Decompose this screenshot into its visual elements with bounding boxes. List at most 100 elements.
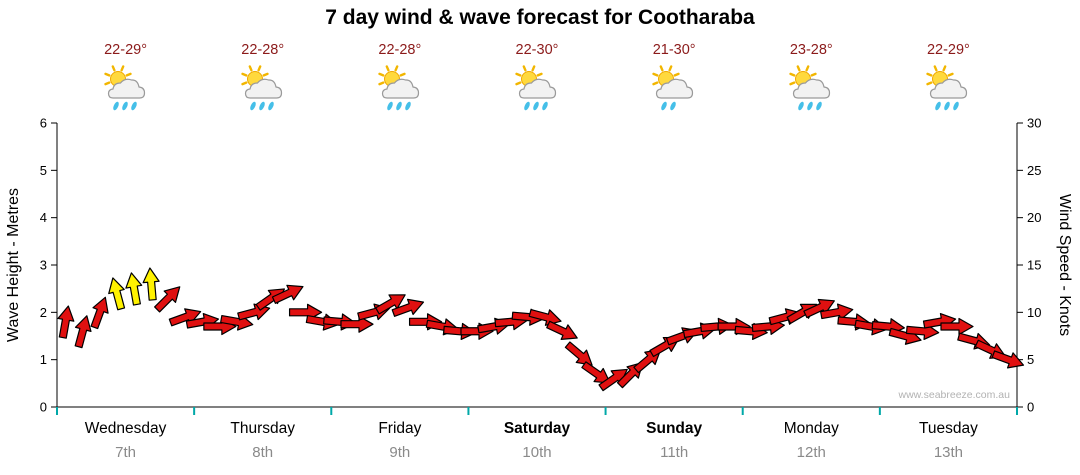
raindrop-icon: [387, 101, 393, 111]
left-tick-label: 4: [40, 210, 47, 225]
wind-arrow: [940, 317, 974, 336]
right-tick-label: 15: [1027, 258, 1041, 273]
weather-icon: [789, 65, 831, 111]
temperature-range: 22-29°: [926, 42, 970, 58]
right-tick-label: 20: [1027, 210, 1041, 225]
temperature-range: 23-28°: [789, 42, 833, 58]
sun-ray: [515, 72, 522, 77]
weather-icon: [378, 65, 419, 111]
sun-ray: [789, 72, 796, 77]
weather-icon: [103, 65, 145, 111]
temperature-range: 21-30°: [652, 42, 696, 58]
left-tick-label: 5: [40, 163, 47, 178]
raindrop-icon: [258, 101, 265, 111]
sun-ray: [394, 65, 399, 72]
sun-ray: [810, 72, 817, 77]
cloud-icon: [381, 78, 419, 99]
chart-title: 7 day wind & wave forecast for Cootharab…: [325, 6, 755, 29]
wind-arrow: [125, 272, 143, 306]
left-axis-label: Wave Height - Metres: [5, 187, 22, 343]
sun-ray: [659, 65, 664, 72]
raindrop-icon: [533, 101, 539, 111]
raindrop-icon: [953, 101, 960, 111]
temperature-range: 22-30°: [515, 42, 559, 58]
day-label: Monday: [784, 420, 839, 437]
sun-ray: [947, 72, 955, 77]
sun-ray: [125, 72, 132, 77]
wind-arrow: [90, 296, 109, 330]
sun-ray: [515, 81, 522, 86]
raindrop-icon: [396, 101, 402, 111]
raindrop-icon: [935, 101, 942, 111]
raindrop-icon: [130, 101, 137, 111]
sun-ray: [536, 72, 543, 77]
sun-ray: [119, 65, 124, 72]
cloud-icon: [244, 78, 282, 99]
left-tick-label: 3: [40, 258, 47, 273]
sun-ray: [789, 81, 796, 86]
sun-ray: [673, 72, 680, 77]
wind-arrow: [154, 286, 181, 313]
sun-ray: [378, 72, 385, 77]
weather-icon: [515, 65, 557, 111]
raindrop-icon: [798, 101, 805, 111]
sun-ray: [103, 81, 110, 86]
wind-arrow: [391, 298, 425, 317]
raindrop-icon: [807, 101, 814, 111]
sun-ray: [241, 72, 248, 77]
sun-ray: [385, 65, 390, 72]
sun-ray: [652, 81, 659, 86]
sun-ray: [111, 65, 116, 72]
wind-arrow: [803, 298, 835, 319]
sun-ray: [378, 81, 385, 86]
wind-arrow: [142, 267, 160, 301]
sun-ray: [103, 72, 110, 77]
date-label: 8th: [252, 444, 273, 461]
raindrop-icon: [670, 101, 676, 111]
raindrop-icon: [542, 101, 548, 111]
raindrop-icon: [944, 101, 951, 111]
cloud-icon: [793, 78, 831, 99]
weather-icon: [926, 65, 968, 111]
cloud-icon: [656, 78, 694, 99]
date-label: 11th: [660, 444, 688, 461]
sun-ray: [522, 65, 527, 72]
date-label: 7th: [115, 444, 136, 461]
sun-ray: [926, 81, 933, 86]
cloud-icon: [930, 78, 968, 99]
sun-ray: [796, 65, 801, 72]
left-tick-label: 0: [40, 400, 47, 415]
wind-arrow: [375, 294, 406, 315]
date-label: 13th: [934, 444, 963, 461]
left-tick-label: 6: [40, 116, 47, 131]
date-label: 10th: [522, 444, 551, 461]
day-label: Friday: [378, 420, 421, 437]
raindrop-icon: [405, 101, 411, 111]
right-tick-label: 5: [1027, 352, 1034, 367]
sun-ray: [668, 65, 673, 72]
day-label: Saturday: [504, 420, 571, 437]
raindrop-icon: [524, 101, 530, 111]
day-label: Sunday: [646, 420, 702, 437]
sun-ray: [926, 72, 933, 77]
sun-ray: [805, 65, 810, 72]
date-label: 9th: [389, 444, 410, 461]
sun-ray: [248, 65, 253, 72]
right-tick-label: 30: [1027, 116, 1041, 131]
weather-icon: [652, 65, 694, 111]
wind-arrow: [57, 305, 75, 339]
wind-arrow: [820, 303, 854, 321]
wind-arrow: [991, 350, 1025, 369]
day-label: Wednesday: [85, 420, 167, 437]
sun-ray: [942, 65, 947, 72]
raindrop-icon: [121, 101, 128, 111]
raindrop-icon: [661, 101, 667, 111]
right-tick-label: 25: [1027, 163, 1041, 178]
temperature-range: 22-28°: [241, 42, 285, 58]
sun-ray: [262, 72, 269, 77]
left-tick-label: 2: [40, 305, 47, 320]
temperature-range: 22-29°: [104, 42, 147, 58]
sun-ray: [399, 72, 406, 77]
